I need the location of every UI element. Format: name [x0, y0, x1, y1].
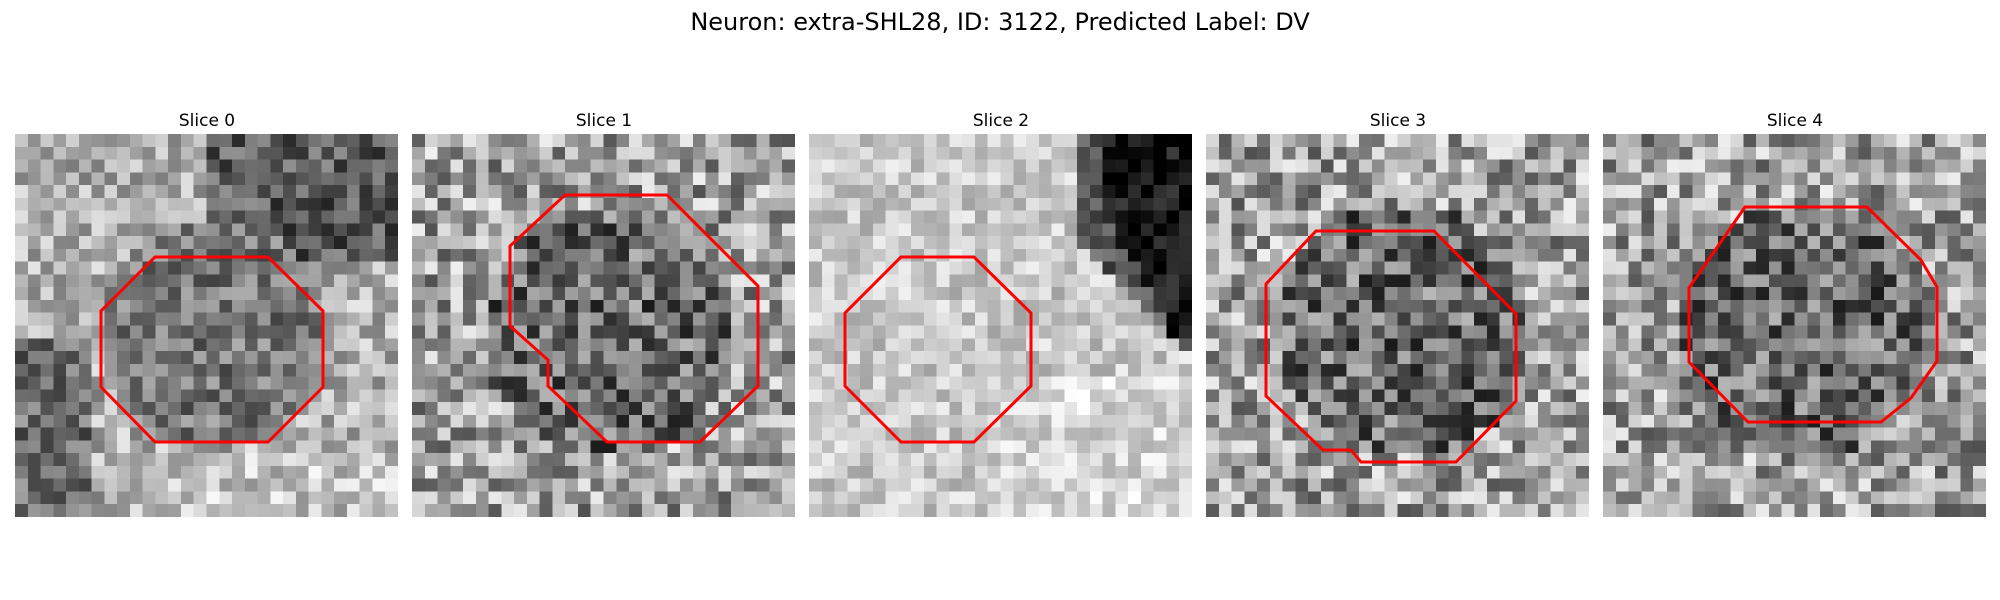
slice-title: Slice 0: [178, 111, 236, 131]
figure-title: Neuron: extra-SHL28, ID: 3122, Predicted…: [690, 8, 1310, 36]
roi-outline: [1264, 229, 1518, 464]
slice-image: [809, 134, 1192, 517]
slice-panel-3: Slice 3: [1206, 110, 1590, 517]
slice-image: [1206, 134, 1589, 517]
slice-panel-0: Slice 0: [15, 110, 399, 517]
slice-title: Slice 4: [1766, 111, 1824, 131]
slice-title: Slice 2: [972, 111, 1030, 131]
slice-panel-1: Slice 1: [412, 110, 796, 517]
roi-outline: [843, 255, 1033, 444]
slice-image: [15, 134, 398, 517]
slice-image: [412, 134, 795, 517]
slice-image: [1603, 134, 1986, 517]
roi-outline: [508, 193, 760, 444]
roi-contour: [508, 193, 760, 444]
slice-title: Slice 3: [1369, 111, 1427, 131]
slice-title: Slice 1: [575, 111, 633, 131]
roi-outline: [1687, 205, 1939, 424]
roi-contour: [1687, 205, 1939, 424]
roi-outline: [99, 255, 325, 444]
roi-contour: [1264, 229, 1518, 464]
roi-contour: [843, 255, 1033, 444]
slice-panel-4: Slice 4: [1603, 110, 1987, 517]
roi-contour: [99, 255, 325, 444]
slice-panel-2: Slice 2: [809, 110, 1193, 517]
